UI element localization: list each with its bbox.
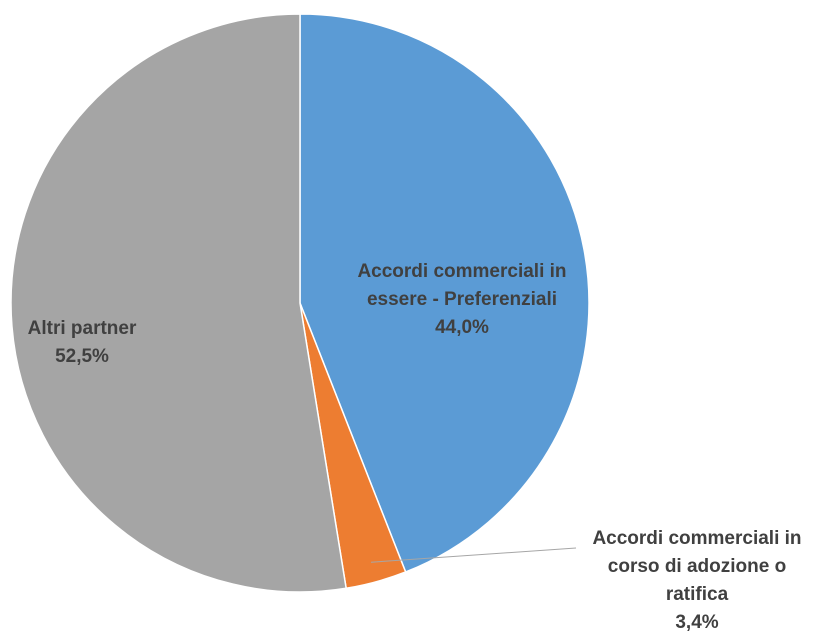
slice-category-label: Accordi commerciali in xyxy=(357,261,566,282)
slice-category-label: Accordi commerciali in xyxy=(592,528,801,549)
slice-category-label: essere - Preferenziali xyxy=(367,289,557,310)
pie-slice-3 xyxy=(10,13,348,593)
slice-category-label: corso di adozione o xyxy=(608,556,786,577)
slice-value-label: 3,4% xyxy=(675,612,718,633)
slice-category-label: Altri partner xyxy=(28,318,137,339)
pie-slice-1 xyxy=(299,13,590,573)
slice-label-1: Accordi commerciali in essere - Preferenz… xyxy=(357,261,566,338)
leader-lines xyxy=(370,547,577,563)
slice-label-3: Altri partner 52,5% xyxy=(28,318,137,367)
slice-value-label: 52,5% xyxy=(55,346,109,367)
labels-group: Accordi commerciali in essere - Preferenz… xyxy=(28,261,802,633)
slice-label-2: Accordi commerciali in corso di adozione … xyxy=(592,528,801,633)
slice-value-label: 44,0% xyxy=(435,317,489,338)
slices-group xyxy=(10,13,590,593)
leader-line-2 xyxy=(370,547,577,563)
slice-category-label: ratifica xyxy=(666,584,729,605)
